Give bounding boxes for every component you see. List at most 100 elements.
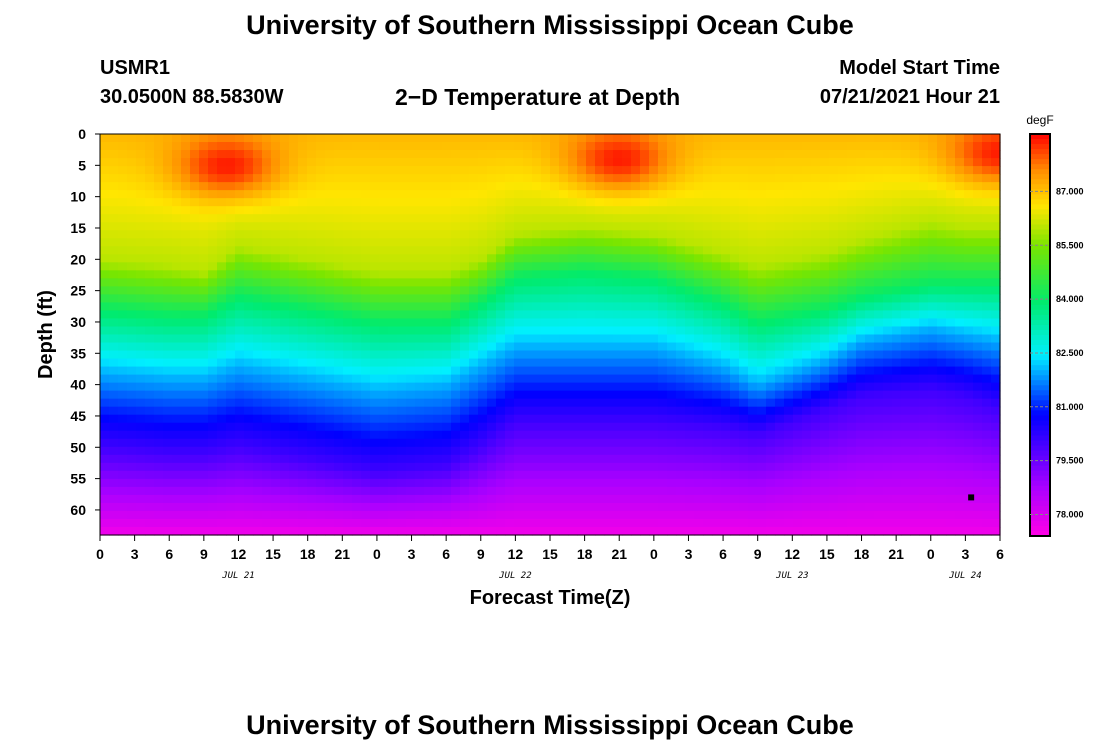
heatmap-cell bbox=[145, 286, 155, 295]
heatmap-cell bbox=[955, 422, 965, 432]
heatmap-cell bbox=[892, 230, 902, 239]
heatmap-cell bbox=[343, 246, 353, 255]
heatmap-cell bbox=[829, 382, 839, 392]
heatmap-cell bbox=[991, 278, 1001, 287]
heatmap-cell bbox=[487, 438, 497, 448]
heatmap-cell bbox=[946, 214, 956, 223]
heatmap-cell bbox=[721, 182, 731, 191]
heatmap-cell bbox=[415, 254, 425, 263]
heatmap-cell bbox=[298, 246, 308, 255]
heatmap-cell bbox=[145, 358, 155, 368]
heatmap-cell bbox=[604, 342, 614, 352]
heatmap-cell bbox=[361, 518, 371, 528]
heatmap-cell bbox=[568, 366, 578, 376]
heatmap-cell bbox=[316, 222, 326, 231]
heatmap-cell bbox=[208, 422, 218, 432]
heatmap-cell bbox=[406, 166, 416, 175]
heatmap-cell bbox=[874, 206, 884, 215]
heatmap-cell bbox=[946, 294, 956, 304]
heatmap-cell bbox=[406, 230, 416, 239]
heatmap-cell bbox=[595, 246, 605, 255]
heatmap-cell bbox=[577, 502, 587, 512]
heatmap-cell bbox=[442, 478, 452, 488]
heatmap-cell bbox=[712, 174, 722, 183]
heatmap-cell bbox=[586, 318, 596, 328]
heatmap-cell bbox=[127, 382, 137, 392]
heatmap-cell bbox=[514, 470, 524, 480]
heatmap-cell bbox=[802, 166, 812, 175]
heatmap-cell bbox=[523, 246, 533, 255]
heatmap-cell bbox=[433, 342, 443, 352]
heatmap-cell bbox=[550, 246, 560, 255]
heatmap-cell bbox=[847, 398, 857, 408]
heatmap-cell bbox=[631, 478, 641, 488]
heatmap-cell bbox=[694, 526, 704, 536]
heatmap-cell bbox=[775, 198, 785, 207]
heatmap-cell bbox=[433, 246, 443, 255]
heatmap-cell bbox=[847, 438, 857, 448]
heatmap-cell bbox=[622, 254, 632, 263]
heatmap-cell bbox=[946, 366, 956, 376]
heatmap-cell bbox=[514, 374, 524, 384]
heatmap-cell bbox=[586, 454, 596, 464]
heatmap-cell bbox=[676, 286, 686, 295]
heatmap-cell bbox=[829, 486, 839, 496]
heatmap-cell bbox=[343, 422, 353, 432]
heatmap-cell bbox=[595, 462, 605, 472]
heatmap-cell bbox=[496, 254, 506, 263]
heatmap-cell bbox=[433, 190, 443, 199]
heatmap-cell bbox=[307, 438, 317, 448]
heatmap-cell bbox=[307, 318, 317, 328]
heatmap-cell bbox=[163, 462, 173, 472]
heatmap-cell bbox=[712, 422, 722, 432]
heatmap-cell bbox=[964, 302, 974, 312]
heatmap-cell bbox=[865, 446, 875, 456]
heatmap-cell bbox=[100, 142, 110, 151]
heatmap-cell bbox=[928, 374, 938, 384]
heatmap-cell bbox=[136, 350, 146, 360]
heatmap-cell bbox=[289, 262, 299, 271]
heatmap-cell bbox=[217, 222, 227, 231]
heatmap-cell bbox=[244, 190, 254, 199]
heatmap-cell bbox=[784, 310, 794, 320]
heatmap-cell bbox=[316, 438, 326, 448]
heatmap-cell bbox=[487, 518, 497, 528]
heatmap-cell bbox=[325, 390, 335, 400]
heatmap-cell bbox=[739, 142, 749, 151]
heatmap-cell bbox=[613, 358, 623, 368]
heatmap-cell bbox=[388, 358, 398, 368]
heatmap-cell bbox=[775, 214, 785, 223]
heatmap-cell bbox=[217, 454, 227, 464]
heatmap-cell bbox=[307, 334, 317, 344]
heatmap-cell bbox=[874, 494, 884, 504]
heatmap-cell bbox=[253, 150, 263, 159]
heatmap-cell bbox=[820, 414, 830, 424]
heatmap-cell bbox=[982, 150, 992, 159]
heatmap-cell bbox=[172, 278, 182, 287]
heatmap-cell bbox=[442, 422, 452, 432]
heatmap-cell bbox=[235, 494, 245, 504]
heatmap-cell bbox=[190, 198, 200, 207]
heatmap-cell bbox=[172, 358, 182, 368]
heatmap-cell bbox=[640, 470, 650, 480]
heatmap-cell bbox=[622, 366, 632, 376]
heatmap-cell bbox=[613, 390, 623, 400]
heatmap-cell bbox=[928, 334, 938, 344]
heatmap-cell bbox=[694, 438, 704, 448]
heatmap-cell bbox=[820, 142, 830, 151]
heatmap-cell bbox=[316, 270, 326, 279]
heatmap-cell bbox=[343, 150, 353, 159]
heatmap-cell bbox=[118, 430, 128, 440]
heatmap-cell bbox=[316, 518, 326, 528]
heatmap-cell bbox=[460, 302, 470, 312]
heatmap-cell bbox=[991, 190, 1001, 199]
heatmap-cell bbox=[388, 374, 398, 384]
heatmap-cell bbox=[190, 286, 200, 295]
heatmap-cell bbox=[424, 150, 434, 159]
heatmap-cell bbox=[919, 398, 929, 408]
heatmap-cell bbox=[982, 142, 992, 151]
heatmap-cell bbox=[379, 462, 389, 472]
heatmap-cell bbox=[811, 366, 821, 376]
heatmap-cell bbox=[784, 134, 794, 143]
heatmap-cell bbox=[982, 174, 992, 183]
